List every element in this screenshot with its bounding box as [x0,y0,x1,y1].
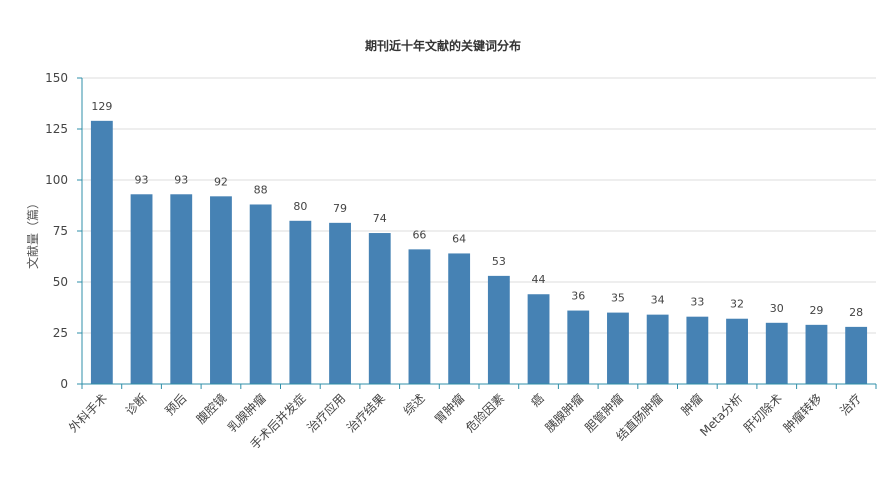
bar [170,194,193,384]
y-tick-label: 150 [45,71,68,85]
x-tick-label: 治疗结果 [344,391,388,435]
bar [686,316,709,384]
data-label: 66 [412,228,426,241]
data-label: 44 [532,273,546,286]
bars [90,120,868,384]
data-label: 64 [452,232,466,245]
gridlines [82,77,876,334]
data-label: 129 [91,100,112,113]
y-axis-ticks: 0 25 50 75 100 125 150 [45,71,82,391]
data-label: 28 [849,306,863,319]
data-label: 35 [611,292,625,305]
x-tick-label: 肿瘤 [678,391,706,419]
bar [765,322,788,384]
x-tick-label: Meta分析 [697,391,745,439]
x-tick-label: 综述 [401,391,428,418]
x-tick-label: 预后 [162,391,189,418]
data-label: 30 [770,302,784,315]
data-label: 29 [809,304,823,317]
bar [210,196,232,384]
bar [567,310,590,384]
bar [726,318,748,384]
y-tick-label: 100 [45,173,68,187]
y-tick-label: 125 [45,122,68,136]
y-tick-label: 50 [53,275,68,289]
x-tick-label: 治疗应用 [304,391,349,436]
x-tick-label: 癌 [528,391,547,410]
data-label: 32 [730,298,744,311]
data-labels: 129 93 93 92 88 80 79 74 66 64 53 44 36 35 34 33 32 30 29 2… [91,100,863,319]
x-tick-label: 外科手术 [66,391,110,435]
bar [130,194,153,384]
data-label: 93 [135,173,149,186]
data-label: 80 [293,200,307,213]
data-label: 34 [651,294,665,307]
y-tick-label: 25 [53,326,68,340]
x-tick-label: 诊断 [122,391,150,419]
bar [487,275,510,384]
data-label: 92 [214,175,228,188]
y-axis-label: 文献量（篇） [25,197,40,269]
data-label: 74 [373,212,387,225]
data-label: 53 [492,255,506,268]
y-tick-label: 75 [53,224,68,238]
x-tick-label: 危险因素 [462,391,507,436]
bar [289,220,312,384]
bar [607,312,629,384]
x-tick-label: 胰腺肿瘤 [542,391,587,436]
bar [368,233,391,384]
bar [646,314,669,384]
x-tick-label: 腹腔镜 [193,391,229,427]
data-label: 36 [571,290,585,303]
data-label: 93 [174,173,188,186]
bar [408,249,431,384]
bar [329,222,351,384]
chart-title: 期刊近十年文献的关键词分布 [365,38,521,53]
data-label: 79 [333,202,347,215]
bar [448,253,471,384]
bar [845,326,868,384]
x-tick-label: 肿瘤转移 [780,391,825,436]
bar [249,204,272,384]
data-label: 33 [690,296,704,309]
bar [90,120,113,384]
x-tick-label: 肝切除术 [740,391,785,436]
data-label: 88 [254,183,268,196]
x-tick-label: 治疗 [837,391,864,418]
x-tick-label: 胃肿瘤 [431,391,467,427]
y-tick-label: 0 [60,377,68,391]
bar [527,294,550,384]
bar [805,324,828,384]
